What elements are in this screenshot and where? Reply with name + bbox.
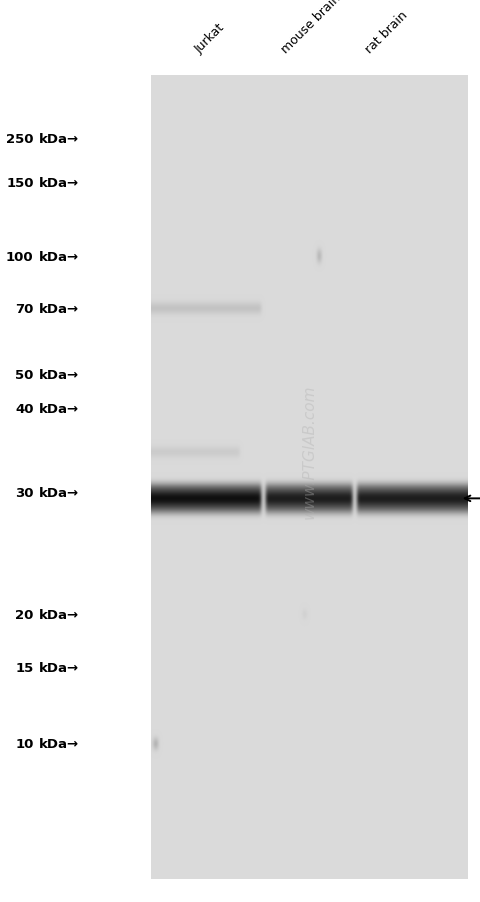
- Text: 10: 10: [15, 738, 34, 750]
- Text: kDa→: kDa→: [39, 369, 80, 382]
- Text: kDa→: kDa→: [39, 487, 80, 500]
- Text: kDa→: kDa→: [39, 303, 80, 316]
- Text: mouse brain: mouse brain: [279, 0, 343, 56]
- Text: kDa→: kDa→: [39, 661, 80, 674]
- Text: 40: 40: [15, 403, 34, 416]
- Text: 30: 30: [15, 487, 34, 500]
- Text: kDa→: kDa→: [39, 738, 80, 750]
- Text: 50: 50: [15, 369, 34, 382]
- Text: www.PTGlAB.com: www.PTGlAB.com: [302, 384, 317, 518]
- Text: kDa→: kDa→: [39, 609, 80, 621]
- Text: 15: 15: [15, 661, 34, 674]
- Text: kDa→: kDa→: [39, 403, 80, 416]
- Text: rat brain: rat brain: [363, 9, 410, 56]
- Text: 250: 250: [6, 133, 34, 146]
- Text: 100: 100: [6, 251, 34, 263]
- Text: Jurkat: Jurkat: [192, 21, 227, 56]
- Text: 150: 150: [6, 177, 34, 189]
- Text: kDa→: kDa→: [39, 251, 80, 263]
- Text: kDa→: kDa→: [39, 133, 80, 146]
- Text: kDa→: kDa→: [39, 177, 80, 189]
- Text: 70: 70: [15, 303, 34, 316]
- Text: 20: 20: [15, 609, 34, 621]
